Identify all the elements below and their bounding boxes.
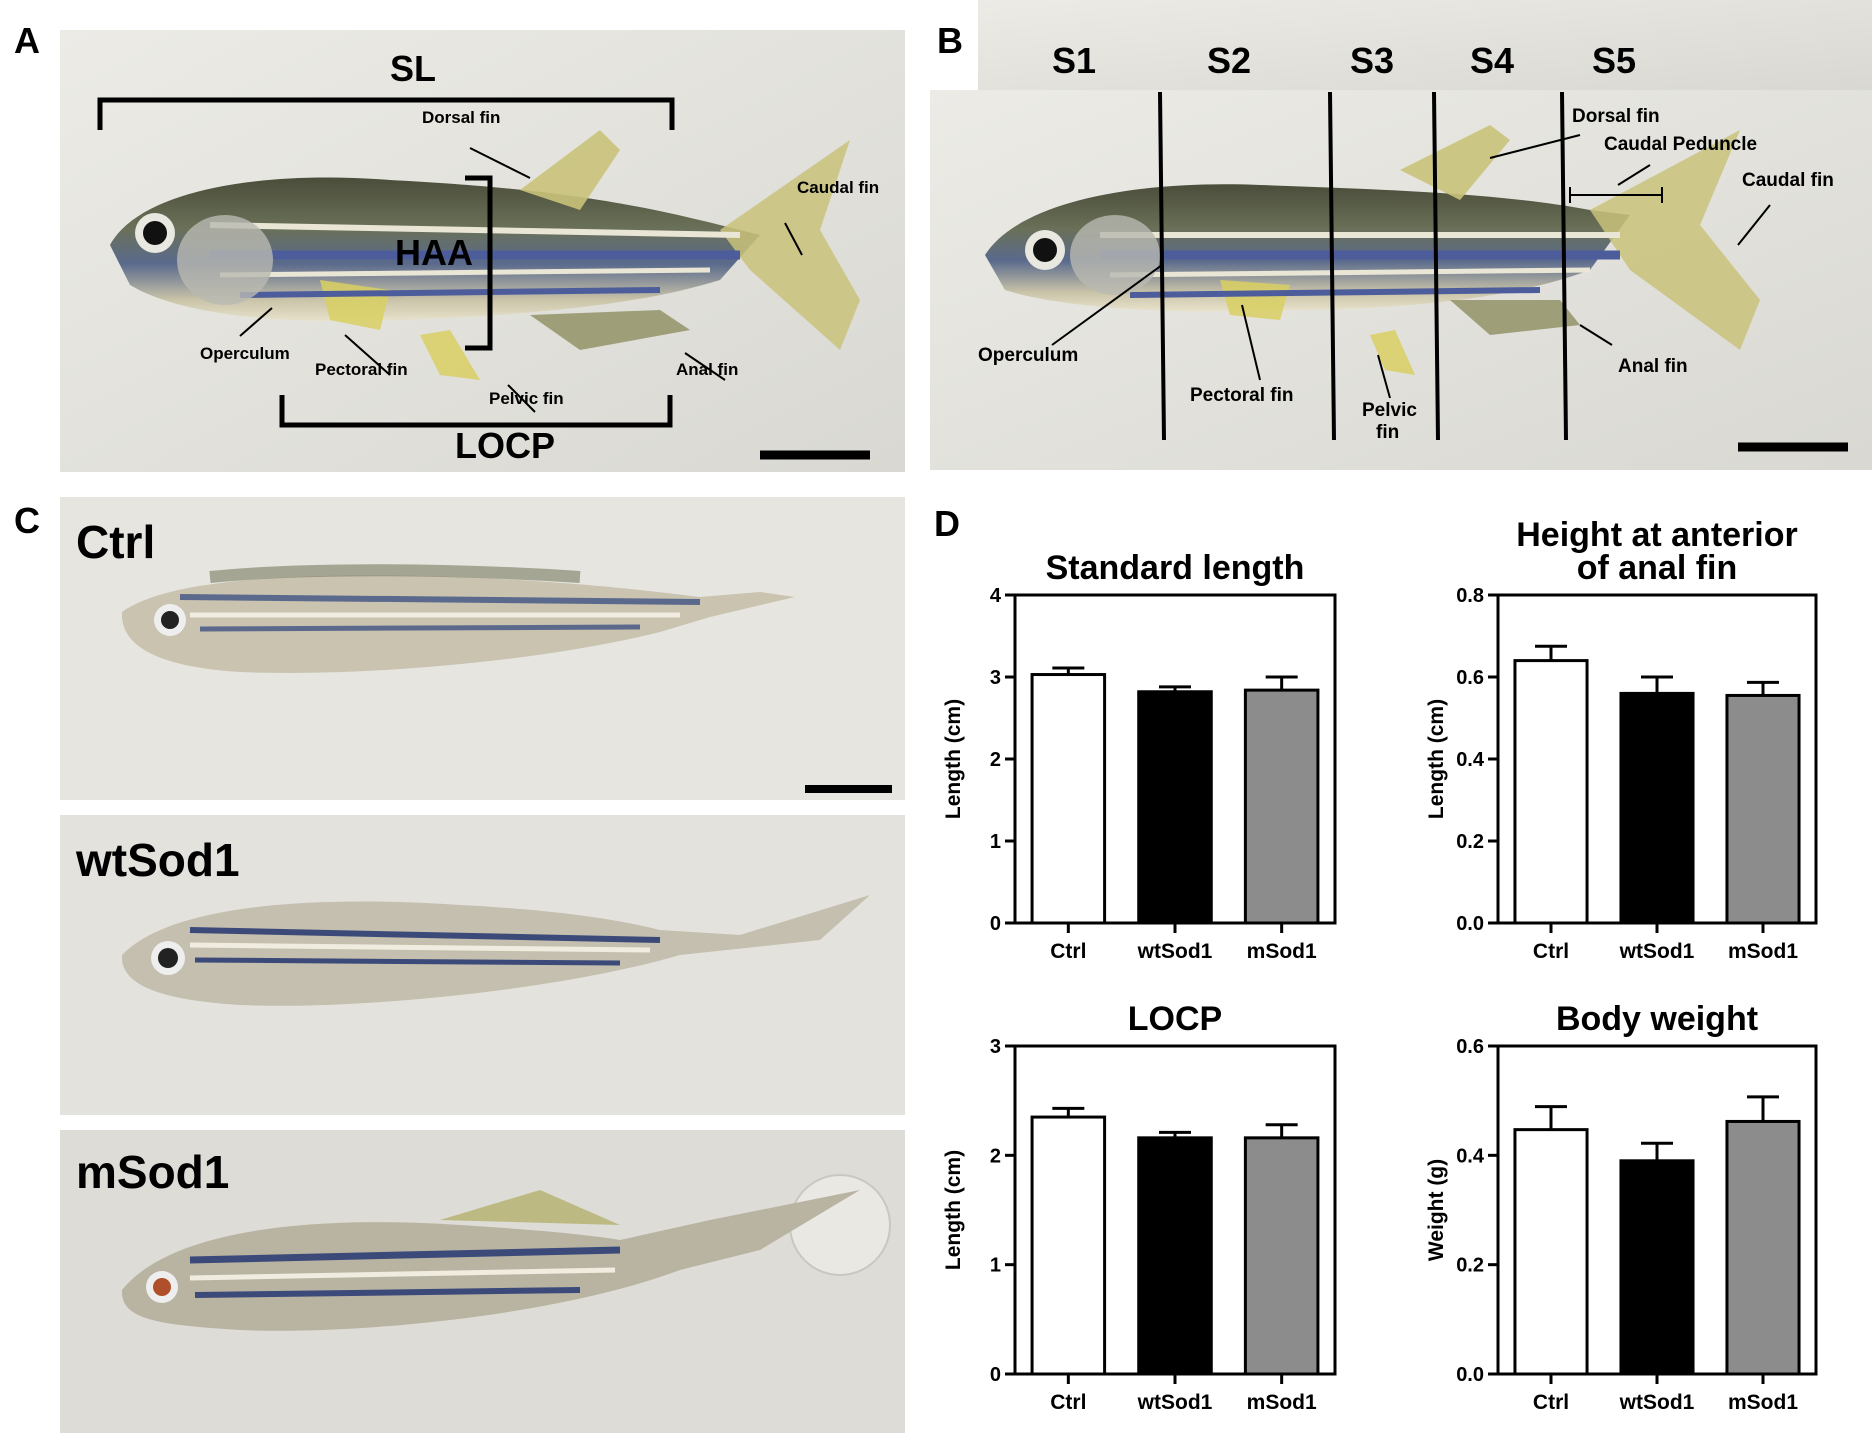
x-tick-label: Ctrl [1533,1391,1569,1414]
x-tick-label: wtSod1 [1619,1391,1695,1414]
bar-wtsod1 [1137,1136,1213,1376]
x-tick-label: Ctrl [1050,940,1086,963]
y-tick-label: 0.4 [1456,1145,1485,1167]
y-tick-label: 4 [990,585,1002,607]
bar-msod1 [1243,688,1320,925]
bar-wtsod1 [1619,1159,1695,1376]
operculum-label: Operculum [200,344,290,363]
y-axis-label: Length (cm) [942,1150,965,1270]
pectoral-fin-label: Pectoral fin [315,360,408,379]
y-tick-label: 1 [990,1255,1001,1277]
bar-ctrl [1513,659,1589,925]
y-tick-label: 0.6 [1456,667,1484,689]
y-tick-label: 2 [990,1145,1001,1167]
y-tick-label: 3 [990,667,1001,689]
fish-label-ctrl: Ctrl [76,516,156,568]
pelvic-fin-label-b-2: fin [1376,422,1400,443]
haa-label: HAA [395,232,473,273]
y-tick-label: 1 [990,831,1001,853]
pelvic-fin-label: Pelvic fin [489,389,564,408]
y-axis-label: Length (cm) [942,699,965,819]
chart-title: LOCP [1128,1000,1222,1038]
panel-a-photo: SL HAA LOCP Dorsal fin Caudal fin Opercu… [60,30,905,472]
chart-title: Body weight [1556,1000,1758,1038]
section-label-s2: S2 [1207,40,1252,81]
bar-msod1 [1725,693,1801,925]
section-label-s3: S3 [1350,40,1395,81]
locp-label: LOCP [455,425,556,466]
fish-wtsod1-illustration [121,895,871,1006]
chart-title: of anal fin [1577,549,1738,587]
chart-body-weight: Body weight 0.0 0.2 0.4 0.6 Weight (g) Ctrl wtS… [1400,988,1840,1428]
chart-locp: LOCP 0 1 2 3 Length (cm) Ctrl wtSod1 mSod1 [930,988,1360,1428]
bar-msod1 [1725,1119,1801,1376]
section-label-s5: S5 [1592,40,1637,81]
fish-a-illustration [110,130,860,380]
y-axis-label: Length (cm) [1425,699,1448,819]
bar-ctrl [1030,1115,1107,1376]
y-tick-label: 0.0 [1456,1364,1484,1386]
bar-ctrl [1513,1128,1589,1376]
sl-label: SL [390,48,437,89]
panel-b-photo: S1 S2 S3 S4 S5 Dorsal fin Caudal Peduncl… [930,0,1872,470]
dorsal-fin-label-b: Dorsal fin [1572,106,1660,127]
panel-c-letter: C [14,500,40,541]
bar-wtsod1 [1137,690,1213,925]
y-tick-label: 0.2 [1456,831,1484,853]
caudal-fin-label-b: Caudal fin [1742,170,1834,191]
bar-msod1 [1243,1136,1320,1376]
anal-fin-label: Anal fin [676,360,739,379]
y-tick-label: 0.6 [1456,1036,1484,1058]
caudal-fin-label: Caudal fin [797,178,880,197]
bar-ctrl [1030,673,1107,925]
pectoral-fin-label-b: Pectoral fin [1190,385,1294,406]
chart-title: Height at anterior [1516,516,1797,554]
x-tick-label: mSod1 [1247,1391,1317,1414]
x-tick-label: Ctrl [1533,940,1569,963]
fish-msod1-illustration [121,1174,891,1331]
panel-d-letter: D [934,503,960,544]
panel-c-photo-ctrl: Ctrl [60,497,905,800]
panel-c-photo-wtsod1: wtSod1 [60,815,905,1115]
x-tick-label: mSod1 [1728,1391,1798,1414]
caudal-peduncle-label: Caudal Peduncle [1604,134,1758,155]
y-axis-label: Weight (g) [1425,1159,1448,1261]
panel-a-letter: A [14,20,40,61]
x-tick-label: mSod1 [1247,940,1317,963]
fish-label-msod1: mSod1 [76,1146,230,1198]
x-tick-label: wtSod1 [1137,1391,1213,1414]
chart-standard-length: Standard length 0 1 2 3 4 Length (cm) Ctrl wtSod… [930,525,1360,965]
x-tick-label: mSod1 [1728,940,1798,963]
y-tick-label: 0 [990,913,1001,935]
panel-b-letter: B [937,20,963,61]
fish-b-illustration [985,125,1760,375]
x-tick-label: wtSod1 [1137,940,1213,963]
section-label-s1: S1 [1052,40,1097,81]
y-tick-label: 0.4 [1456,749,1485,771]
y-tick-label: 3 [990,1036,1001,1058]
y-tick-label: 0.8 [1456,585,1484,607]
chart-height-anal-fin: Height at anterior of anal fin 0.0 0.2 0.4 0.… [1400,515,1840,965]
x-tick-label: Ctrl [1050,1391,1086,1414]
fish-ctrl-illustration [121,564,796,673]
anal-fin-label-b: Anal fin [1618,356,1688,377]
section-label-s4: S4 [1470,40,1515,81]
pelvic-fin-label-b-1: Pelvic [1362,400,1417,421]
x-tick-label: wtSod1 [1619,940,1695,963]
fish-label-wtsod1: wtSod1 [76,834,240,886]
y-tick-label: 0.0 [1456,913,1484,935]
chart-title: Standard length [1046,549,1305,587]
bar-wtsod1 [1619,691,1695,925]
panel-c-photo-msod1: mSod1 [60,1130,905,1433]
y-tick-label: 0 [990,1364,1001,1386]
y-tick-label: 0.2 [1456,1255,1484,1277]
operculum-label-b: Operculum [978,345,1079,366]
dorsal-fin-label: Dorsal fin [422,108,501,127]
y-tick-label: 2 [990,749,1001,771]
